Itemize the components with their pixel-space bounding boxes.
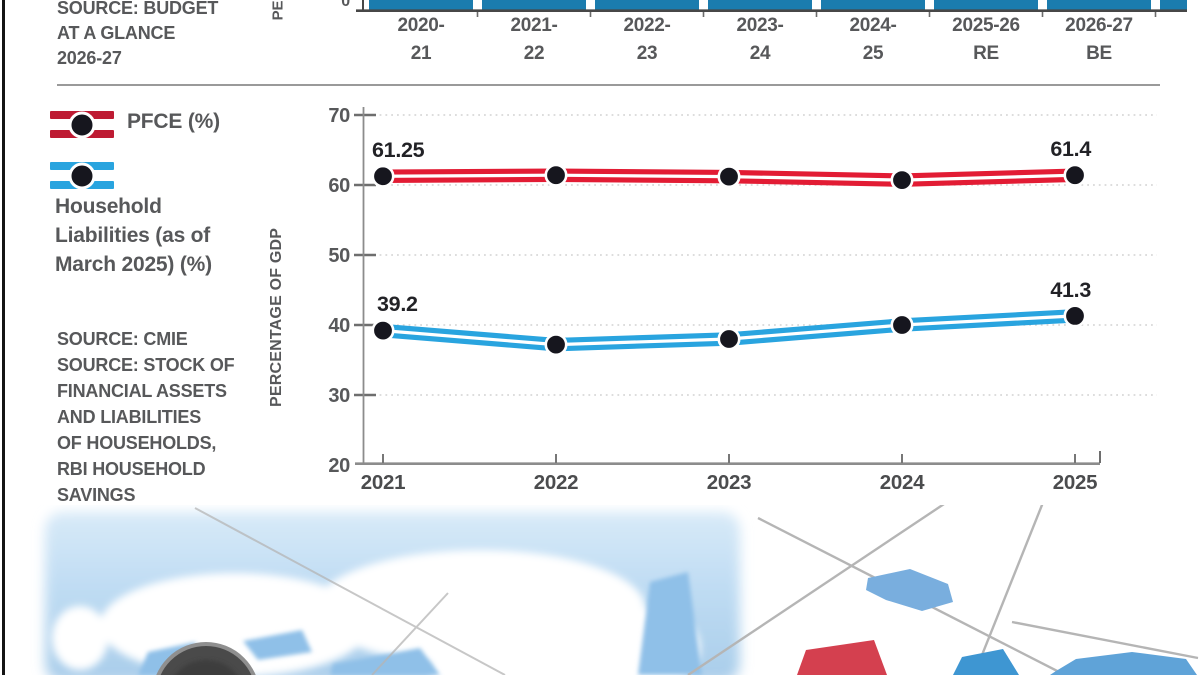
- legend-point-dot-icon: [68, 162, 96, 189]
- x-tick-label: 2022: [534, 471, 578, 494]
- series-pfce: [371, 163, 1087, 192]
- section-divider: [57, 84, 1160, 86]
- legend-point-dot-icon: [68, 111, 96, 138]
- legend-swatch-pfce: [50, 111, 114, 138]
- series-household: [371, 304, 1087, 357]
- text-line: SOURCE: BUDGET: [57, 0, 219, 18]
- text-line: AND LIABILITIES: [57, 407, 201, 427]
- data-point: [544, 333, 568, 357]
- bar-category-label: 2022-: [623, 15, 670, 36]
- data-point: [371, 319, 395, 343]
- bar-category-label: 2025-26: [952, 15, 1020, 36]
- partial-bar: [1160, 0, 1187, 10]
- text-line: SAVINGS: [57, 485, 136, 505]
- y-tick-label: 60: [328, 175, 350, 197]
- text-line: March 2025) (%): [55, 253, 212, 276]
- bar-category-label: 23: [637, 43, 658, 64]
- text-line: SOURCE: CMIE: [57, 329, 188, 349]
- text-line: OF HOUSEHOLDS,: [57, 433, 217, 453]
- bar-series: [369, 0, 1187, 10]
- bar-category-label: 21: [411, 43, 432, 64]
- data-point: [890, 313, 914, 337]
- bar-category-label: 2026-27: [1065, 15, 1133, 36]
- text-line: SOURCE: STOCK OF: [57, 355, 235, 375]
- legend-label-household: Household Liabilities (as of March 2025) (…: [55, 192, 212, 279]
- bar-category-label: 2020-: [397, 15, 444, 36]
- data-point: [371, 164, 395, 188]
- data-label-first: 61.25: [372, 138, 425, 162]
- data-label-last: 61.4: [1050, 137, 1091, 161]
- pfce-household-line-chart: 70 60 50 40 30 20 2021 2022 2023 2024 2025 61.25 61.…: [328, 105, 1157, 494]
- data-point: [1063, 163, 1087, 187]
- data-point: [544, 163, 568, 187]
- cmie-rbi-source-text: SOURCE: CMIE SOURCE: STOCK OF FINANCIAL AS…: [57, 326, 235, 508]
- map-graticule-left: [194, 507, 506, 675]
- budget-bar-chart-cropped: 2020- 21 2021- 22 2022- 23 2023- 24 2024- 25 2025-…: [356, 0, 1187, 64]
- legend-swatch-household: [50, 162, 114, 189]
- map-lake-shape: [866, 569, 953, 611]
- bar-category-label: 22: [524, 43, 545, 64]
- data-label-first: 39.2: [377, 292, 418, 316]
- bar-category-label: 24: [750, 43, 771, 64]
- y-tick-label: 70: [328, 105, 350, 127]
- map-blue-region: [953, 649, 1019, 675]
- text-line: 2026-27: [57, 48, 122, 68]
- data-point: [890, 168, 914, 192]
- bar-category-label: 2021-: [510, 15, 557, 36]
- x-tick-label: 2021: [361, 471, 405, 494]
- bar-category-label: 25: [863, 43, 884, 64]
- bar-category-label: RE: [973, 43, 999, 64]
- data-point: [717, 165, 741, 189]
- text-line: Liabilities (as of: [55, 224, 211, 247]
- data-label-last: 41.3: [1050, 278, 1091, 302]
- data-point: [717, 327, 741, 351]
- y-tick-label: 40: [328, 315, 350, 337]
- text-line: AT A GLANCE: [57, 23, 176, 43]
- map-red-region: [797, 640, 887, 675]
- top-chart-zero-tick-label: 0: [341, 0, 350, 10]
- data-point: [1063, 304, 1087, 328]
- map-landmasses: [52, 550, 700, 675]
- text-line: Household: [55, 195, 162, 218]
- bar-category-label: 2024-: [849, 15, 896, 36]
- text-line: RBI HOUSEHOLD: [57, 459, 206, 479]
- left-border-line: [2, 0, 5, 675]
- x-tick-label: 2025: [1053, 471, 1097, 494]
- map-dark-sphere: [156, 642, 256, 675]
- x-tick-label: 2024: [880, 471, 925, 494]
- text-line: FINANCIAL ASSETS: [57, 381, 227, 401]
- legend-label-pfce: PFCE (%): [127, 110, 220, 133]
- budget-source-text: SOURCE: BUDGET AT A GLANCE 2026-27: [57, 0, 287, 71]
- map-dark-sphere-core: [174, 660, 238, 675]
- y-tick-label: 20: [328, 455, 350, 477]
- map-blue-region-right: [1050, 652, 1197, 675]
- bar-category-label: 2023-: [736, 15, 783, 36]
- x-tick-label: 2023: [707, 471, 751, 494]
- y-tick-label: 50: [328, 245, 350, 267]
- world-map-illustration: [45, 505, 1199, 675]
- y-tick-label: 30: [328, 385, 350, 407]
- bar-category-label: BE: [1086, 43, 1112, 64]
